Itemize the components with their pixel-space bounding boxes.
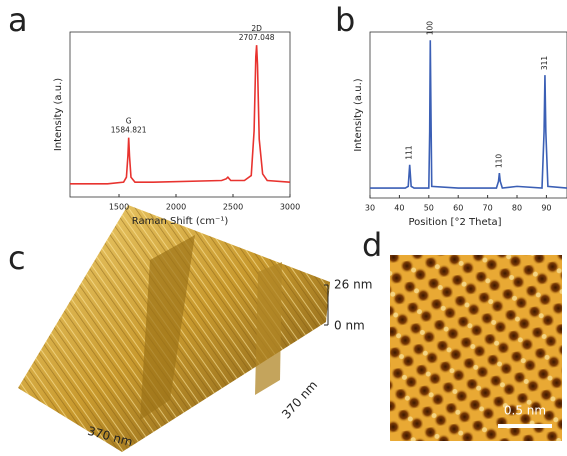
peak-label: 1584.821 (111, 126, 147, 135)
height-min: 0 nm (334, 319, 365, 333)
x-tick-label: 2000 (166, 203, 186, 212)
afm-surface (18, 205, 330, 452)
stm-image (390, 255, 562, 441)
x-tick-label: 1500 (109, 203, 129, 212)
x-tick-label: 3000 (280, 203, 300, 212)
y-size: 370 nm (279, 378, 320, 422)
peak-label: 2707.048 (239, 33, 275, 42)
y-axis-label: Intensity (a.u.) (353, 78, 364, 151)
x-tick-label: 90 (541, 204, 551, 213)
peak-label: 100 (425, 21, 434, 36)
peak-label: G (126, 117, 132, 126)
panel-label: d (362, 226, 382, 264)
x-tick-label: 80 (512, 204, 522, 213)
plot-frame (369, 31, 567, 199)
x-tick-label: 60 (453, 204, 463, 213)
peak-label: 110 (494, 154, 503, 169)
x-tick-label: 2500 (223, 203, 243, 212)
x-tick-label: 50 (424, 204, 434, 213)
scale-bar-label: 0.5 nm (504, 404, 546, 418)
y-axis-label: Intensity (a.u.) (53, 78, 64, 151)
panel-label: b (335, 1, 355, 39)
panel-label: c (8, 239, 26, 277)
peak-label: 111 (405, 145, 414, 160)
x-tick-label: 40 (394, 204, 404, 213)
x-tick-label: 70 (483, 204, 493, 213)
peak-label: 2D (251, 24, 262, 33)
peak-label: 311 (540, 56, 549, 71)
height-max: 26 nm (334, 278, 372, 292)
plot-frame (69, 31, 291, 198)
data-line (370, 40, 567, 189)
x-tick-label: 30 (365, 204, 375, 213)
data-line (70, 45, 291, 185)
x-axis-label: Raman Shift (cm⁻¹) (132, 216, 229, 227)
panel-label: a (8, 1, 28, 39)
x-axis-label: Position [°2 Theta] (408, 217, 501, 228)
